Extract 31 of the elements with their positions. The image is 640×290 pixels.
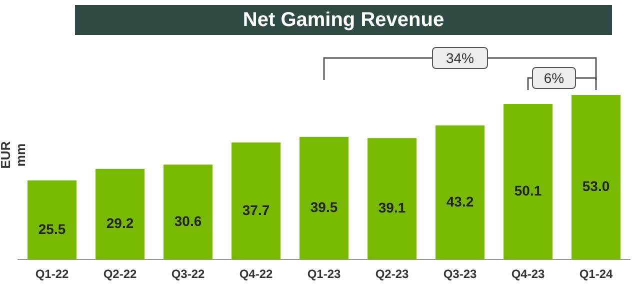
- bar: [164, 164, 212, 260]
- y-axis-title: EUR mm: [0, 140, 28, 171]
- x-tick-label: Q2-23: [375, 267, 409, 282]
- bar: [28, 180, 76, 260]
- x-tick-label: Q4-22: [239, 267, 273, 282]
- bar: [504, 104, 552, 260]
- text: 6%: [532, 67, 576, 89]
- x-tick-label: Q3-23: [443, 267, 477, 282]
- chart-title: Net Gaming Revenue: [75, 5, 612, 35]
- text: 34%: [432, 47, 488, 69]
- data-label: 25.5: [38, 220, 66, 237]
- bar: [572, 95, 620, 260]
- data-label: 39.5: [310, 199, 338, 216]
- x-tick-label: Q2-22: [103, 267, 137, 282]
- data-label: 39.1: [378, 200, 406, 216]
- bar: [300, 136, 348, 260]
- data-label: 53.0: [582, 178, 610, 194]
- data-label: 37.7: [242, 202, 270, 218]
- x-tick-label: Q1-24: [579, 267, 613, 282]
- bar: [232, 142, 280, 260]
- x-tick-label: Q1-23: [307, 267, 341, 282]
- data-label: 43.2: [446, 193, 474, 210]
- bar: [436, 125, 484, 260]
- data-label: 29.2: [106, 215, 134, 232]
- bar: [368, 138, 416, 260]
- data-label: 50.1: [514, 182, 542, 199]
- x-tick-label: Q1-22: [35, 267, 69, 282]
- x-tick-label: Q4-23: [511, 267, 545, 282]
- data-label: 30.6: [174, 212, 202, 229]
- x-tick-label: Q3-22: [171, 267, 205, 282]
- bar: [96, 168, 144, 260]
